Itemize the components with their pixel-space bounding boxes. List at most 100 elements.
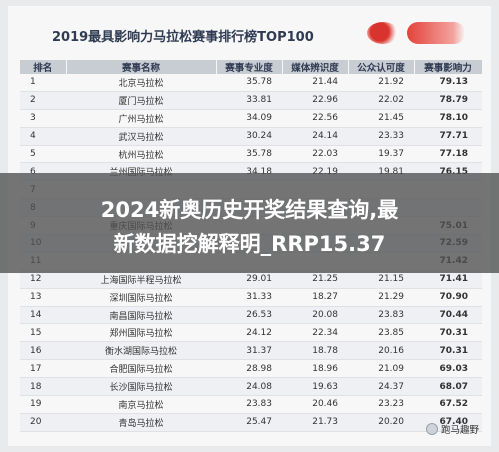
rank-cell: 13 — [20, 288, 66, 307]
table-row: 2 厦门马拉松 33.81 22.96 22.02 78.79 — [20, 91, 482, 110]
watermark-text: 跑马趣野 — [440, 425, 479, 436]
media-cell: 21.44 — [282, 74, 348, 92]
wechat-icon — [425, 423, 438, 435]
name-cell: 上海国际半程马拉松 — [66, 270, 216, 289]
score-cell: 70.44 — [414, 306, 482, 325]
name-cell: 杭州马拉松 — [66, 145, 216, 164]
public-cell: 21.45 — [348, 109, 414, 128]
name-cell: 南昌国际马拉松 — [66, 306, 216, 325]
name-cell: 南京马拉松 — [66, 395, 216, 414]
column-header-public: 公众认可度 — [348, 60, 415, 74]
table-row: 1 北京马拉松 35.78 21.44 21.92 79.13 — [20, 74, 482, 92]
rank-cell: 12 — [20, 270, 66, 289]
media-cell: 22.34 — [282, 323, 348, 343]
rank-cell: 18 — [20, 377, 66, 397]
media-cell: 20.08 — [282, 306, 348, 325]
public-cell: 21.29 — [348, 288, 414, 307]
score-cell: 67.52 — [414, 395, 482, 414]
rank-cell: 17 — [20, 359, 66, 379]
public-cell: 24.37 — [348, 377, 414, 397]
rank-cell: 3 — [20, 109, 66, 128]
pro-cell: 33.81 — [216, 91, 282, 110]
table-row: 4 武汉马拉松 30.24 24.14 23.33 77.71 — [20, 127, 482, 146]
table-row: 3 广州马拉松 34.09 22.56 21.45 78.10 — [20, 109, 482, 128]
pro-cell: 24.08 — [216, 377, 282, 397]
media-cell: 20.46 — [282, 395, 348, 414]
logo-group — [367, 22, 465, 44]
score-cell: 79.13 — [414, 74, 482, 92]
column-header-score: 赛事影响力 — [414, 60, 483, 74]
pro-cell: 23.83 — [216, 395, 282, 414]
sheet-header: 2019最具影响力马拉松赛事排行榜TOP100 — [8, 6, 491, 62]
pro-cell: 24.12 — [216, 323, 282, 343]
public-cell: 21.09 — [348, 359, 414, 379]
name-cell: 厦门马拉松 — [66, 91, 216, 110]
public-cell: 19.37 — [348, 145, 414, 164]
media-cell: 21.73 — [282, 413, 348, 432]
rank-cell: 16 — [20, 341, 66, 361]
rank-cell: 1 — [20, 74, 66, 92]
brand-logo-left — [367, 22, 399, 44]
public-cell: 21.92 — [348, 74, 414, 92]
media-cell: 21.25 — [282, 270, 348, 289]
media-cell: 22.03 — [282, 145, 348, 164]
media-cell: 18.27 — [282, 288, 348, 307]
headline-overlay — [0, 173, 499, 273]
name-cell: 北京马拉松 — [66, 74, 216, 92]
name-cell: 长沙国际马拉松 — [66, 377, 216, 397]
public-cell: 23.33 — [348, 127, 414, 146]
score-cell: 70.90 — [414, 288, 482, 307]
name-cell: 郑州国际马拉松 — [66, 323, 216, 343]
pro-cell: 31.33 — [216, 288, 282, 307]
column-header-name: 赛事名称 — [66, 60, 217, 74]
score-cell: 77.18 — [414, 145, 482, 164]
name-cell: 广州马拉松 — [66, 109, 216, 128]
pro-cell: 30.24 — [216, 127, 282, 146]
media-cell: 18.96 — [282, 359, 348, 379]
name-cell: 武汉马拉松 — [66, 127, 216, 146]
public-cell: 23.83 — [348, 306, 414, 325]
score-cell: 68.07 — [414, 377, 482, 397]
name-cell: 深圳国际马拉松 — [66, 288, 216, 307]
table-row: 20 青岛马拉松 25.47 21.73 20.20 67.40 — [20, 413, 482, 432]
rank-cell: 15 — [20, 323, 66, 343]
rank-cell: 20 — [20, 413, 66, 432]
pro-cell: 28.98 — [216, 359, 282, 379]
pro-cell: 35.78 — [216, 145, 282, 164]
public-cell: 22.02 — [348, 91, 414, 110]
name-cell: 衡水湖国际马拉松 — [66, 341, 216, 361]
rank-cell: 19 — [20, 395, 66, 414]
pro-cell: 35.78 — [216, 74, 282, 92]
score-cell: 70.31 — [414, 323, 482, 343]
table-row: 12 上海国际半程马拉松 29.01 21.25 21.15 71.41 — [20, 270, 482, 289]
rank-cell: 14 — [20, 306, 66, 325]
media-cell: 24.14 — [282, 127, 348, 146]
table-row: 17 合肥国际马拉松 28.98 18.96 21.09 69.03 — [20, 359, 482, 379]
pro-cell: 25.47 — [216, 413, 282, 432]
media-cell: 22.56 — [282, 109, 348, 128]
media-cell: 18.78 — [282, 341, 348, 361]
public-cell: 20.20 — [348, 413, 414, 432]
headline-line-2: 新数据挖解释明_RRP15.37 — [113, 232, 386, 256]
media-cell: 19.63 — [282, 377, 348, 397]
sheet-title: 2019最具影响力马拉松赛事排行榜TOP100 — [52, 30, 314, 45]
score-cell: 70.31 — [414, 341, 482, 361]
rank-cell: 4 — [20, 127, 66, 146]
column-header-pro: 赛事专业度 — [216, 60, 283, 74]
pro-cell: 29.01 — [216, 270, 282, 289]
score-cell: 69.03 — [414, 359, 482, 379]
table-row: 18 长沙国际马拉松 24.08 19.63 24.37 68.07 — [20, 377, 482, 397]
table-row: 13 深圳国际马拉松 31.33 18.27 21.29 70.90 — [20, 288, 482, 307]
pro-cell: 34.09 — [216, 109, 282, 128]
rank-cell: 5 — [20, 145, 66, 164]
media-cell: 22.96 — [282, 91, 348, 110]
public-cell: 21.15 — [348, 270, 414, 289]
table-header-row: 排名 赛事名称 赛事专业度 媒体辨识度 公众认可度 赛事影响力 — [20, 60, 483, 74]
score-cell: 78.79 — [414, 91, 482, 110]
column-header-media: 媒体辨识度 — [282, 60, 349, 74]
table-row: 5 杭州马拉松 35.78 22.03 19.37 77.18 — [20, 145, 482, 164]
public-cell: 23.85 — [348, 323, 414, 343]
brand-logo-right — [407, 22, 465, 44]
table-row: 14 南昌国际马拉松 26.53 20.08 23.83 70.44 — [20, 306, 482, 325]
